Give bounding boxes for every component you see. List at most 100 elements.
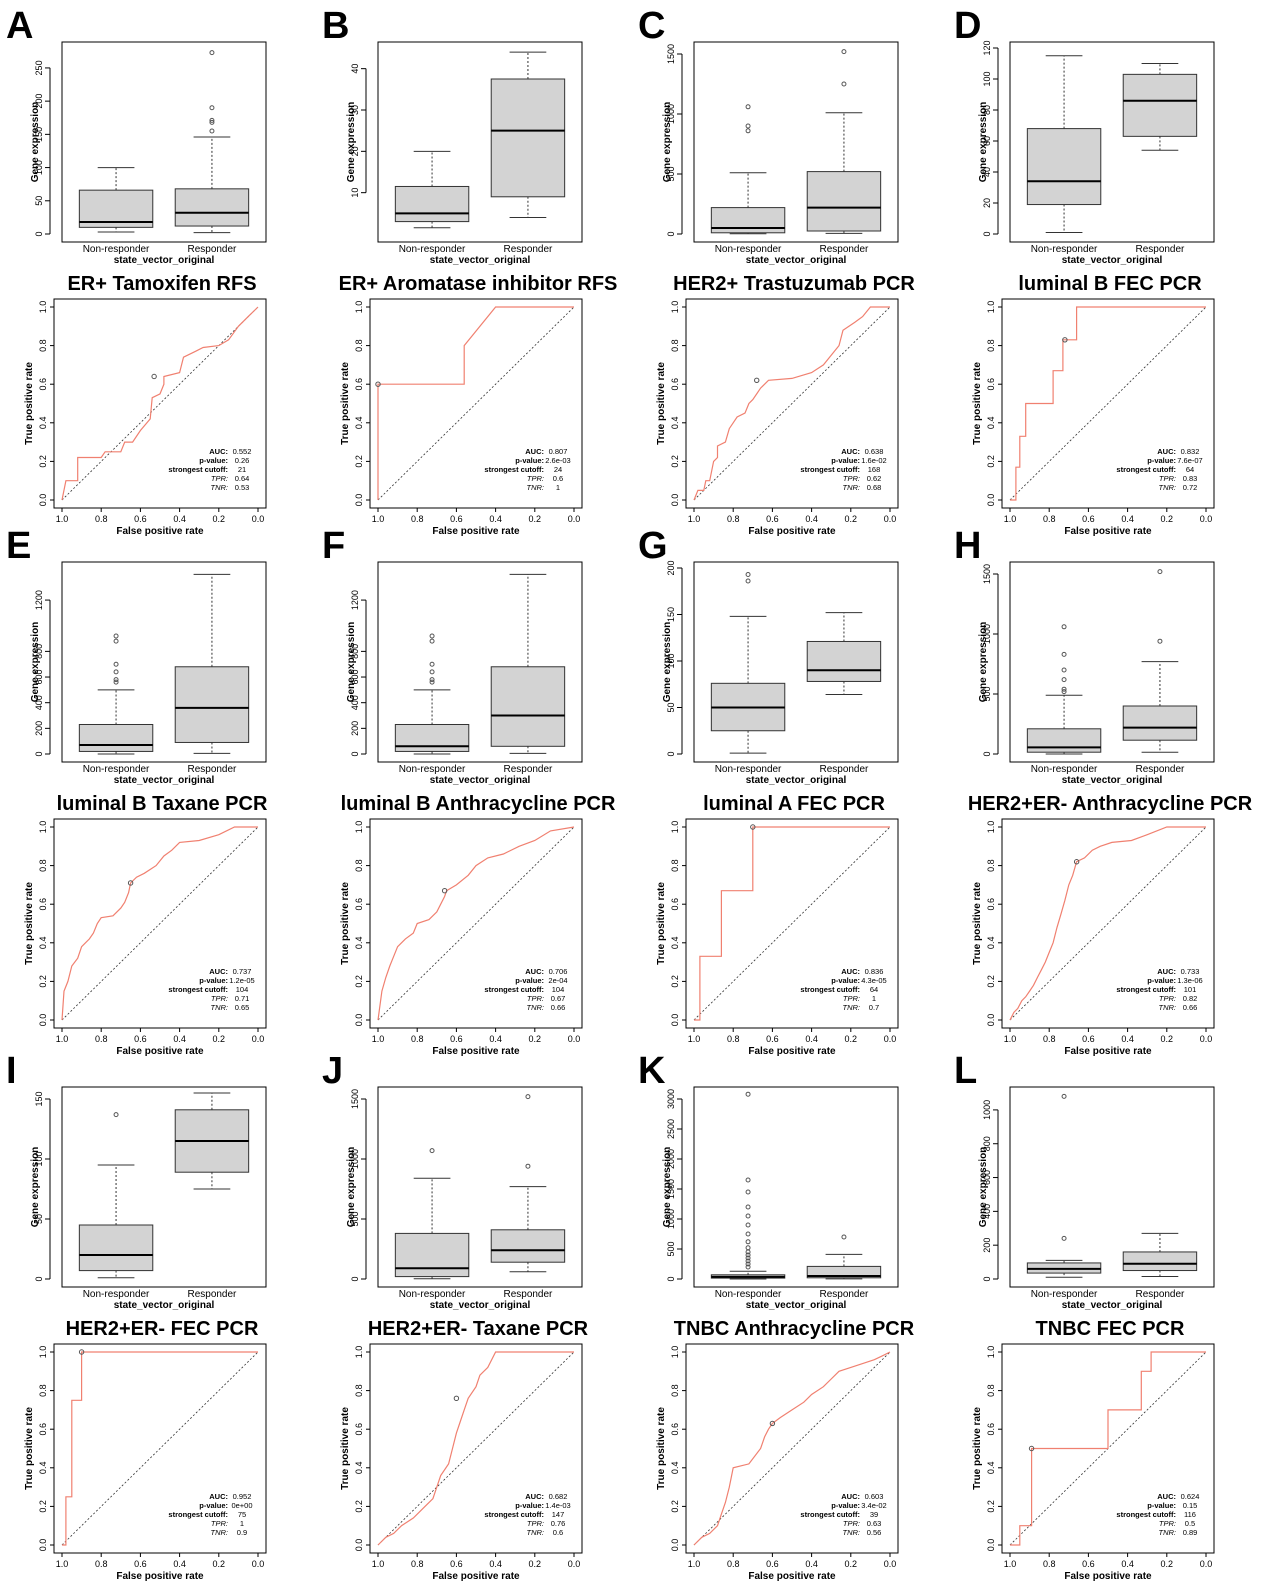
- y-tick-label: 1500: [666, 1179, 676, 1199]
- roc-x-label: False positive rate: [432, 526, 520, 537]
- roc-x-tick-label: 0.4: [489, 1034, 502, 1044]
- roc-y-label: True positive rate: [972, 1407, 983, 1490]
- group-label: Non-responder: [715, 244, 782, 255]
- panel-letter: G: [638, 525, 668, 567]
- outlier-point: [745, 1222, 751, 1228]
- roc-curve: [61, 826, 258, 1021]
- roc-x-tick-label: 0.8: [727, 514, 740, 524]
- roc-y-tick-label: 0.4: [354, 417, 364, 430]
- roc-x-tick-label: 0.2: [213, 514, 226, 524]
- stat-value: 0.72: [1183, 483, 1198, 492]
- roc-x-tick-label: 0.8: [411, 1034, 424, 1044]
- outlier-point: [1061, 677, 1067, 683]
- roc-y-label: True positive rate: [656, 362, 667, 445]
- box-iqr: [806, 1265, 882, 1279]
- roc-y-tick-label: 0.2: [670, 1500, 680, 1513]
- roc-x-tick-label: 0.0: [568, 1034, 581, 1044]
- stat-value: 0.624: [1181, 1492, 1200, 1501]
- box-iqr: [1122, 705, 1198, 741]
- box-x-label: state_vector_original: [430, 255, 531, 266]
- stat-value: 3.4e-02: [861, 1501, 886, 1510]
- boxplot-frame: [1009, 561, 1215, 763]
- outlier-point: [113, 661, 119, 667]
- group-label: Non-responder: [399, 1289, 466, 1300]
- roc-x-tick-label: 1.0: [56, 1034, 69, 1044]
- stat-label: TNR:: [211, 483, 229, 492]
- roc-y-tick-label: 0.6: [354, 898, 364, 911]
- stat-value: 0.68: [867, 483, 882, 492]
- roc-diagonal: [1009, 306, 1207, 501]
- roc-curve: [62, 1351, 258, 1546]
- y-tick-label: 400: [350, 695, 360, 710]
- roc-x-tick-label: 0.2: [1161, 1559, 1174, 1569]
- panel-C: C 0 500 1000 1500 Gene expression Non-responde…: [638, 5, 915, 537]
- roc-y-tick-label: 0.8: [986, 859, 996, 872]
- outlier-point: [841, 81, 847, 87]
- outlier-point: [429, 633, 435, 639]
- cutoff-point: [1062, 337, 1068, 343]
- outlier-point: [745, 1255, 751, 1261]
- roc-y-label: True positive rate: [24, 362, 35, 445]
- stat-label: TPR:: [527, 474, 544, 483]
- panel-title: luminal A FEC PCR: [703, 793, 885, 815]
- y-tick-label: 0: [982, 1276, 992, 1281]
- outlier-point: [525, 1094, 531, 1100]
- outlier-point: [745, 1189, 751, 1195]
- y-tick-label: 500: [666, 1241, 676, 1256]
- y-tick-label: 200: [982, 1238, 992, 1253]
- box-iqr: [1122, 1251, 1198, 1272]
- outlier-point: [745, 1264, 751, 1270]
- stat-value: 21: [238, 465, 246, 474]
- stat-value: 0.82: [1183, 994, 1198, 1003]
- y-tick-label: 100: [982, 71, 992, 86]
- stat-value: 104: [236, 985, 249, 994]
- stat-label: TPR:: [843, 474, 860, 483]
- roc-y-tick-label: 1.0: [670, 821, 680, 834]
- panel-title: HER2+ER- Anthracycline PCR: [968, 793, 1253, 815]
- stat-label: TNR:: [843, 483, 861, 492]
- stat-label: strongest cutoff:: [800, 1510, 860, 1519]
- panel-title: ER+ Tamoxifen RFS: [67, 273, 256, 295]
- panel-L: L 0 200 400 600 800 1000 Gene expression Non-res…: [954, 1050, 1215, 1582]
- roc-x-tick-label: 0.0: [1200, 1559, 1213, 1569]
- roc-y-tick-label: 0.0: [670, 1539, 680, 1552]
- stat-value: 0.65: [235, 1003, 250, 1012]
- panel-A: A 0 50 100 150 200 250 Gene expression Non-respo…: [6, 5, 267, 537]
- roc-x-tick-label: 0.4: [1121, 1034, 1134, 1044]
- stat-value: 0.76: [551, 1519, 566, 1528]
- group-label: Responder: [187, 244, 237, 255]
- stat-value: 64: [1186, 465, 1194, 474]
- stat-value: 0.67: [551, 994, 566, 1003]
- roc-x-tick-label: 0.6: [1082, 1559, 1095, 1569]
- stat-value: 168: [868, 465, 881, 474]
- cutoff-point: [127, 880, 134, 886]
- roc-y-tick-label: 0.4: [986, 417, 996, 430]
- roc-y-tick-label: 1.0: [354, 301, 364, 314]
- panel-title: ER+ Aromatase inhibitor RFS: [339, 273, 618, 295]
- box-y-label: Gene expression: [346, 622, 357, 703]
- stat-label: AUC:: [1157, 1492, 1176, 1501]
- roc-y-tick-label: 0.0: [670, 494, 680, 507]
- outlier-point: [209, 50, 215, 56]
- roc-x-tick-label: 0.2: [213, 1034, 226, 1044]
- stat-label: strongest cutoff:: [800, 985, 860, 994]
- panel-letter: K: [638, 1050, 666, 1092]
- outlier-point: [113, 1112, 119, 1118]
- stat-value: 0.552: [233, 447, 252, 456]
- group-label: Responder: [819, 764, 869, 775]
- group-label: Responder: [1135, 244, 1185, 255]
- roc-y-label: True positive rate: [340, 362, 351, 445]
- roc-x-tick-label: 1.0: [1004, 514, 1017, 524]
- roc-x-tick-label: 0.2: [845, 514, 858, 524]
- roc-x-label: False positive rate: [1064, 526, 1152, 537]
- box-iqr: [490, 1229, 566, 1263]
- stat-label: AUC:: [525, 447, 544, 456]
- stat-value: 39: [870, 1510, 878, 1519]
- roc-y-tick-label: 0.2: [986, 975, 996, 988]
- roc-y-tick-label: 0.8: [354, 859, 364, 872]
- stat-value: 0.733: [1181, 967, 1200, 976]
- roc-x-tick-label: 0.6: [450, 1559, 463, 1569]
- panel-title: HER2+ Trastuzumab PCR: [673, 273, 915, 295]
- stat-label: AUC:: [209, 1492, 228, 1501]
- y-tick-label: 500: [666, 166, 676, 181]
